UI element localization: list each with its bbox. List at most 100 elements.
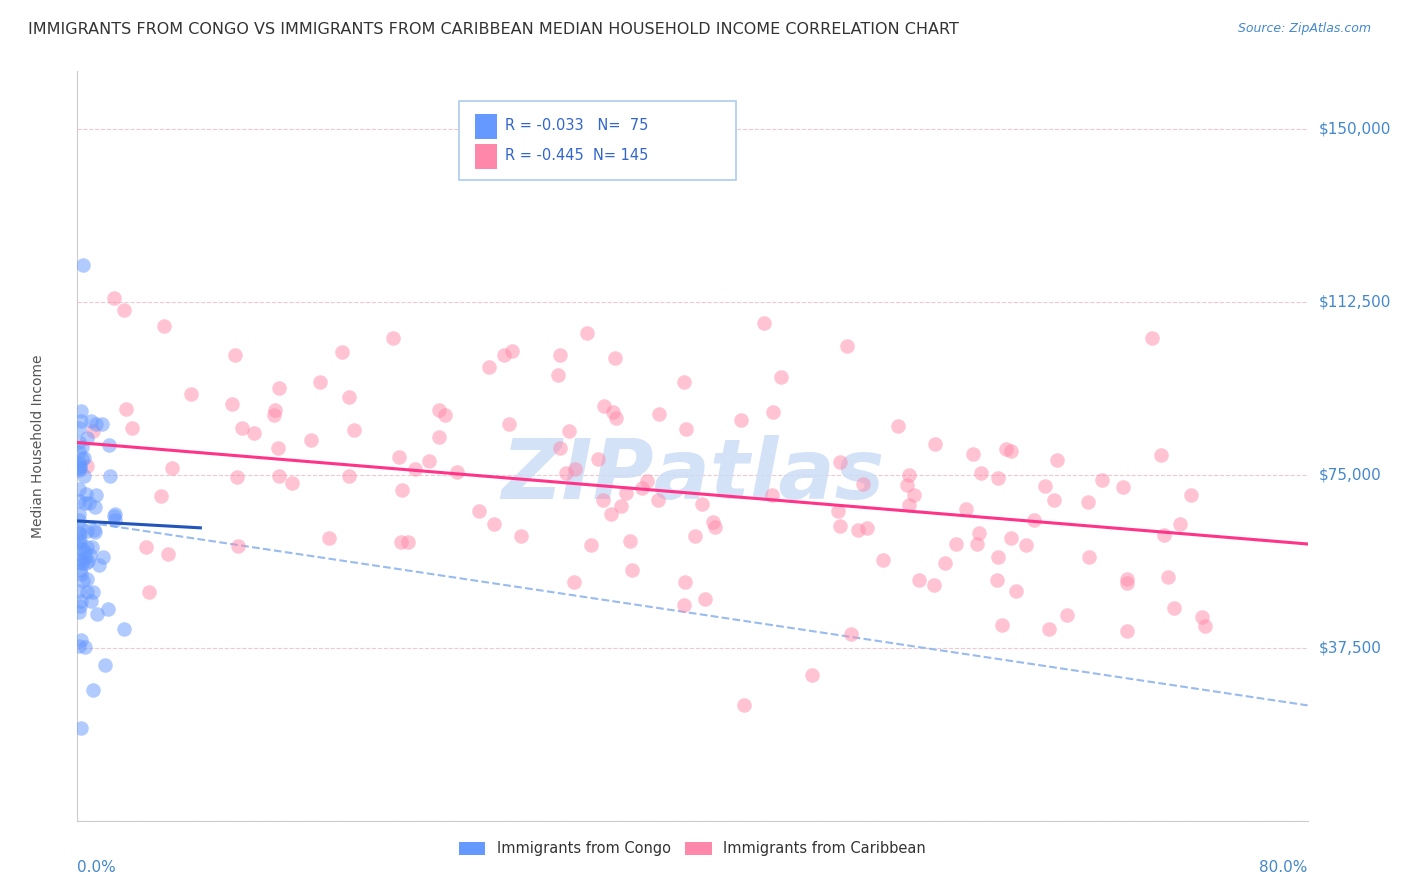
Point [987,471,1010,485]
Point [79,594,101,608]
Point [934,556,956,570]
Point [69,458,91,473]
Point [381,331,404,345]
Point [610,500,633,514]
Point [87,558,110,572]
Point [69,534,91,549]
Text: Median Household Income: Median Household Income [31,354,45,538]
Point [79,414,101,428]
Point [872,553,894,567]
Point [69,527,91,541]
Point [70,566,93,581]
Point [564,462,586,476]
Point [1112,480,1135,494]
Point [550,441,572,455]
Point [67,605,90,619]
Point [67,513,90,527]
Point [267,442,290,456]
Point [135,540,157,554]
Point [619,534,641,549]
Point [156,547,179,561]
Point [970,466,993,480]
Point [69,563,91,577]
Point [695,592,717,607]
Point [1000,531,1022,545]
Point [404,462,426,476]
Point [84,500,107,515]
Point [647,493,669,508]
Point [82,585,104,599]
Text: 80.0%: 80.0% [1260,860,1308,874]
Point [226,539,249,553]
Point [1157,570,1180,584]
Point [986,573,1008,587]
Point [967,526,990,541]
Point [896,478,918,492]
Point [588,452,610,467]
Point [75,640,97,654]
Point [478,360,501,375]
Point [86,488,108,502]
Point [770,370,793,384]
Point [337,390,360,404]
Point [162,461,184,475]
Point [94,658,117,673]
FancyBboxPatch shape [475,144,496,169]
Point [82,424,104,438]
Point [800,667,823,681]
Point [592,399,614,413]
Point [82,683,104,698]
Point [962,447,984,461]
Point [1046,453,1069,467]
Point [1150,448,1173,462]
Point [76,458,98,473]
Point [308,376,330,390]
Point [620,563,643,577]
Point [76,572,98,586]
Point [396,535,419,549]
Point [600,507,623,521]
Point [221,397,243,411]
Point [231,421,253,435]
Point [103,509,125,524]
Point [112,302,135,317]
Point [856,521,879,535]
Point [83,523,105,537]
Point [153,319,176,334]
Point [75,556,97,570]
Point [70,556,93,570]
Point [835,339,858,353]
Point [1180,488,1202,502]
Point [69,445,91,459]
Point [67,494,90,508]
Point [224,348,246,362]
Point [898,498,921,512]
Point [730,412,752,426]
Point [752,316,775,330]
Point [67,507,90,521]
Point [281,476,304,491]
Point [550,348,572,362]
Point [648,407,671,421]
Point [673,598,696,612]
Point [846,523,869,537]
Point [1163,600,1185,615]
Legend: Immigrants from Congo, Immigrants from Caribbean: Immigrants from Congo, Immigrants from C… [453,836,932,862]
Point [267,381,290,395]
Point [991,617,1014,632]
Point [67,535,90,549]
Text: 0.0%: 0.0% [77,860,117,874]
Point [966,537,988,551]
Point [1115,624,1137,639]
Text: $37,500: $37,500 [1319,640,1382,656]
Point [77,496,100,510]
Point [1056,608,1078,623]
Point [67,541,90,555]
Point [69,460,91,475]
Point [330,344,353,359]
Point [558,424,581,438]
Point [903,488,925,502]
Point [1078,549,1101,564]
Point [1015,538,1038,552]
Point [630,481,652,495]
